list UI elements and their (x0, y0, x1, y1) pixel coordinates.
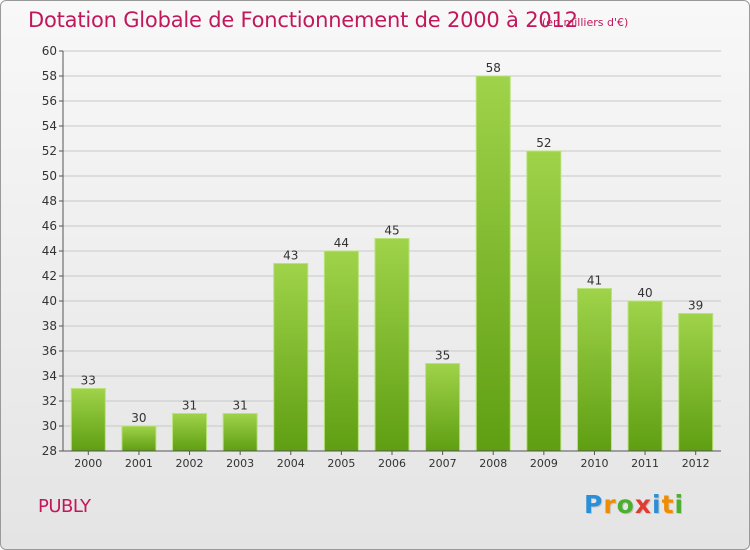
logo-letter: i (674, 490, 685, 519)
x-tick-label: 2007 (429, 457, 457, 470)
bar (576, 288, 612, 452)
axes (62, 51, 721, 452)
data-label: 31 (233, 399, 248, 413)
y-tick-label: 34 (42, 369, 57, 383)
data-label: 41 (587, 274, 602, 288)
x-tick-label: 2000 (74, 457, 102, 470)
bar (425, 363, 461, 452)
x-tick-label: 2009 (530, 457, 558, 470)
bar (222, 413, 258, 452)
y-tick-label: 58 (42, 69, 57, 83)
y-tick-label: 36 (42, 344, 57, 358)
x-tick-label: 2012 (682, 457, 710, 470)
x-tick-label: 2004 (277, 457, 305, 470)
data-label: 40 (637, 286, 652, 300)
y-tick-label: 54 (42, 119, 57, 133)
data-label: 45 (384, 224, 399, 238)
y-tick-label: 28 (42, 444, 57, 458)
bar (323, 250, 359, 452)
data-label: 58 (486, 61, 501, 75)
bar (121, 425, 157, 452)
proxiti-logo: Proxiti (584, 490, 684, 519)
data-label: 43 (283, 249, 298, 263)
bar (374, 238, 410, 452)
bar (475, 75, 511, 452)
data-label: 33 (81, 374, 96, 388)
y-tick-label: 52 (42, 144, 57, 158)
y-tick-label: 50 (42, 169, 57, 183)
x-axis-ticks: 2000 2001 2002 2003 2004 2005 2006 2007 2008 2009… (74, 451, 710, 470)
x-tick-label: 2001 (125, 457, 153, 470)
x-tick-label: 2010 (580, 457, 608, 470)
data-label: 35 (435, 349, 450, 363)
data-label: 31 (182, 399, 197, 413)
data-labels: 33 30 31 31 43 44 45 35 58 52 41 40 39 (81, 61, 704, 425)
y-tick-label: 38 (42, 319, 57, 333)
y-axis-ticks: 28 30 32 34 36 38 40 42 44 46 48 50 52 54 56 58 60 (42, 44, 63, 458)
bar (526, 150, 562, 452)
bars (70, 75, 714, 452)
logo-letter: x (634, 490, 652, 519)
y-tick-label: 48 (42, 194, 57, 208)
y-tick-label: 42 (42, 269, 57, 283)
y-tick-label: 60 (42, 44, 57, 58)
logo-letter: o (616, 490, 635, 519)
bar (172, 413, 208, 452)
data-label: 44 (334, 236, 349, 250)
x-tick-label: 2003 (226, 457, 254, 470)
bar (273, 263, 309, 452)
logo-letter: P (584, 490, 604, 519)
logo-letter: i (652, 490, 662, 519)
bar (678, 313, 714, 452)
data-label: 39 (688, 299, 703, 313)
bar (70, 388, 106, 452)
data-label: 30 (131, 411, 146, 425)
chart-title: Dotation Globale de Fonctionnement de 20… (28, 8, 578, 32)
y-tick-label: 44 (42, 244, 57, 258)
logo-letter: t (661, 490, 675, 519)
x-tick-label: 2011 (631, 457, 659, 470)
y-tick-label: 46 (42, 219, 57, 233)
y-tick-label: 30 (42, 419, 57, 433)
chart-subtitle: (en milliers d'€) (542, 16, 629, 29)
x-tick-label: 2006 (378, 457, 406, 470)
y-tick-label: 56 (42, 94, 57, 108)
bar (627, 300, 663, 452)
commune-name: PUBLY (38, 496, 91, 517)
logo-letter: r (603, 490, 617, 519)
x-tick-label: 2008 (479, 457, 507, 470)
data-label: 52 (536, 136, 551, 150)
y-tick-label: 32 (42, 394, 57, 408)
x-tick-label: 2002 (176, 457, 204, 470)
y-tick-label: 40 (42, 294, 57, 308)
x-tick-label: 2005 (327, 457, 355, 470)
